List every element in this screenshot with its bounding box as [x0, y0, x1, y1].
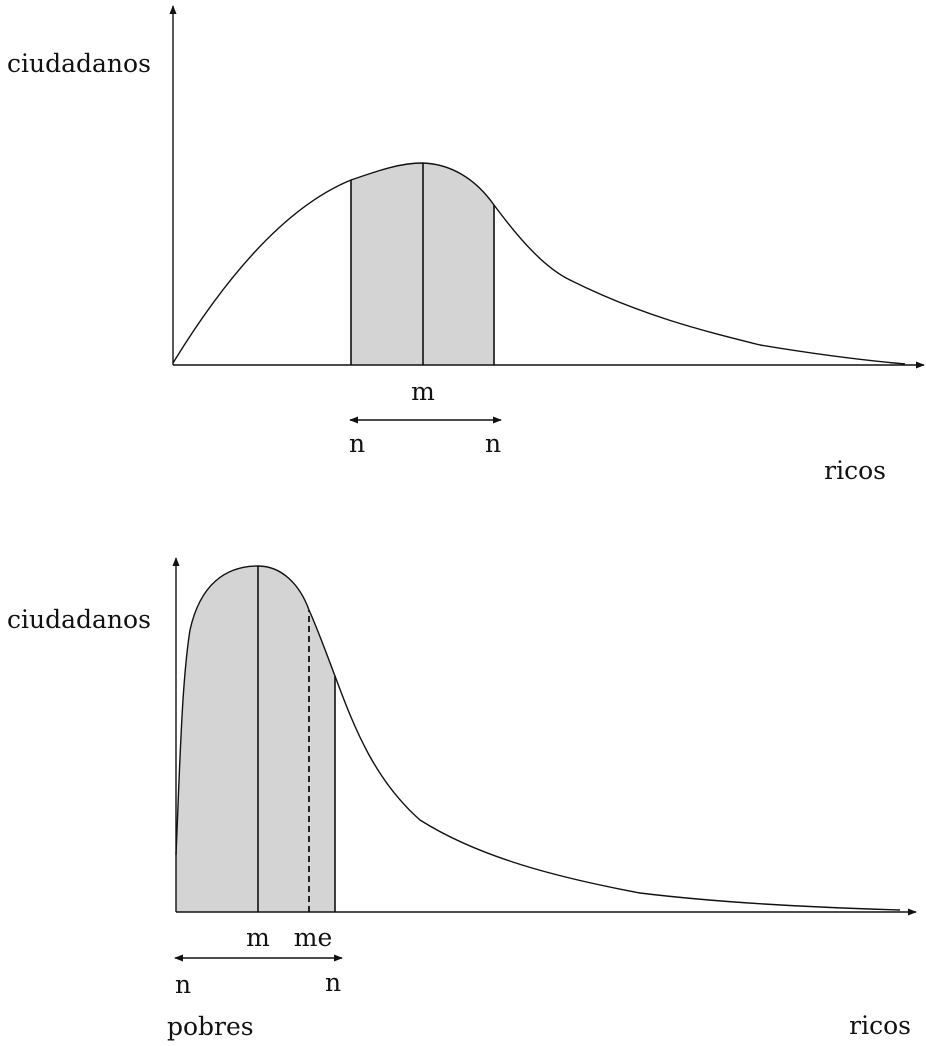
bottom-panel: ciudadanos m me n n pobres ricos [7, 557, 917, 1041]
bottom-mean-label: me [294, 923, 333, 952]
bottom-shaded-area [176, 566, 335, 912]
top-range-left-label: n [349, 429, 365, 458]
top-panel: ciudadanos m n n ricos [7, 5, 925, 485]
bottom-range-left-label: n [175, 970, 191, 999]
bottom-y-axis-label: ciudadanos [7, 605, 151, 634]
bottom-x-axis-right-label: ricos [849, 1011, 911, 1040]
top-distribution-curve [172, 162, 906, 365]
top-range-right-label: n [485, 429, 501, 458]
top-x-axis-right-label: ricos [824, 456, 886, 485]
top-y-axis-label: ciudadanos [7, 49, 151, 78]
bottom-range-right-label: n [325, 968, 341, 997]
bottom-median-label: m [246, 923, 270, 952]
bottom-x-axis-left-label: pobres [167, 1012, 254, 1041]
top-median-label: m [411, 377, 435, 406]
